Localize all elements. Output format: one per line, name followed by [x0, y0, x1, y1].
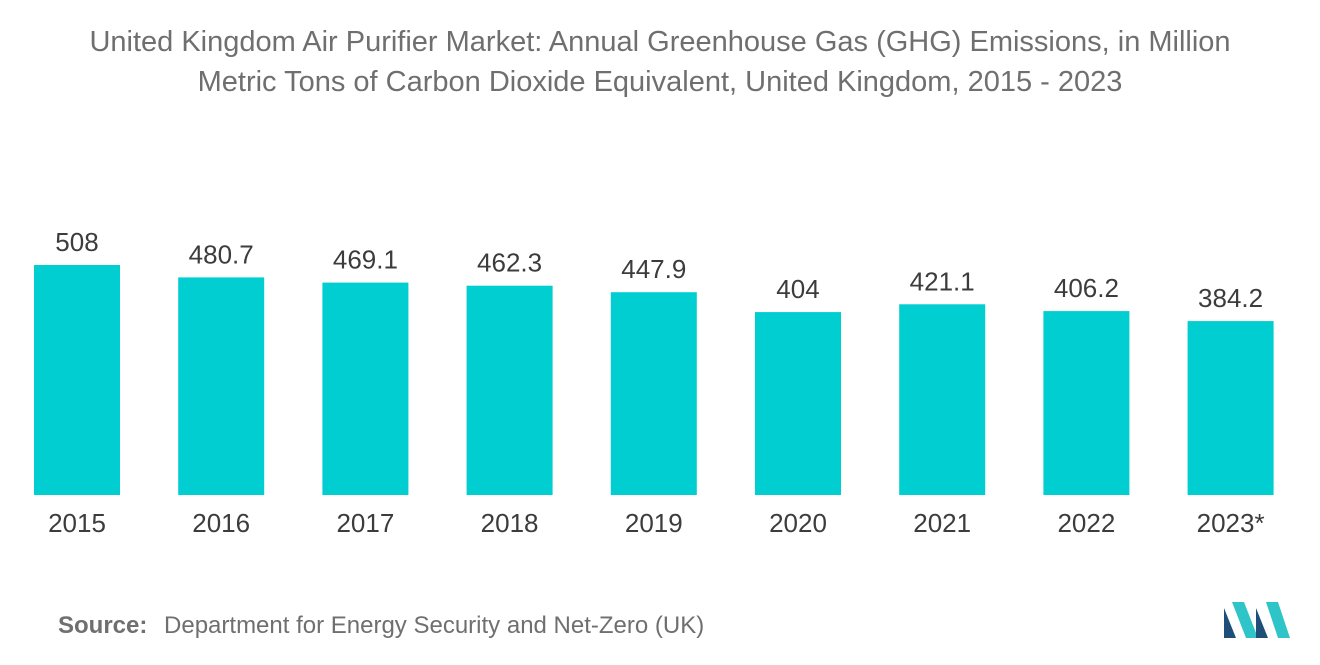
logo-shape-mid-right — [1256, 608, 1268, 638]
x-tick-label-2015: 2015 — [48, 508, 106, 538]
mordor-intelligence-logo-icon — [1224, 602, 1290, 638]
bar-2022 — [1043, 311, 1130, 495]
bar-2016 — [178, 277, 265, 495]
x-tick-label-2021: 2021 — [913, 508, 971, 538]
source-note: Source: Department for Energy Security a… — [58, 612, 704, 640]
bar-2023* — [1187, 321, 1274, 495]
x-tick-label-2019: 2019 — [625, 508, 683, 538]
x-tick-label-2017: 2017 — [336, 508, 394, 538]
bar-2017 — [322, 282, 409, 495]
x-tick-label-2018: 2018 — [481, 508, 539, 538]
bar-2015 — [34, 265, 120, 495]
bar-2019 — [610, 292, 697, 495]
x-tick-label-2022: 2022 — [1057, 508, 1115, 538]
value-label-2018: 462.3 — [477, 248, 542, 278]
logo-shape-mid-left — [1232, 602, 1258, 638]
value-label-2020: 404 — [776, 274, 819, 304]
chart-title-line-2: Metric Tons of Carbon Dioxide Equivalent… — [197, 66, 1123, 98]
x-tick-label-2023*: 2023* — [1197, 508, 1265, 538]
bar-chart: 508 480.7 469.1 462.3 447.9 404 421.1 406.2 384.… — [34, 227, 1274, 538]
value-label-2023*: 384.2 — [1198, 283, 1263, 313]
bar-2018 — [466, 285, 553, 495]
logo-shape-right — [1266, 602, 1290, 638]
bar-2020 — [755, 312, 841, 495]
x-tick-label-2020: 2020 — [769, 508, 827, 538]
value-label-2021: 421.1 — [910, 266, 975, 296]
value-label-2016: 480.7 — [189, 239, 254, 269]
bars-group — [34, 265, 1274, 495]
bar-2021 — [899, 304, 986, 495]
value-label-2022: 406.2 — [1054, 273, 1119, 303]
source-text: Department for Energy Security and Net-Z… — [164, 612, 705, 639]
value-label-2019: 447.9 — [621, 254, 686, 284]
chart-title: United Kingdom Air Purifier Market: Annu… — [0, 22, 1320, 102]
x-axis-tick-labels: 2015 2016 2017 2018 2019 2020 2021 2022 2023* — [48, 508, 1265, 538]
logo-shape-left — [1224, 608, 1236, 638]
source-label: Source: — [58, 612, 148, 639]
value-label-2017: 469.1 — [333, 245, 398, 275]
value-label-2015: 508 — [55, 227, 98, 257]
x-tick-label-2016: 2016 — [192, 508, 250, 538]
value-labels-group: 508 480.7 469.1 462.3 447.9 404 421.1 406.2 384.… — [55, 227, 1263, 313]
chart-title-line-1: United Kingdom Air Purifier Market: Annu… — [89, 26, 1231, 58]
